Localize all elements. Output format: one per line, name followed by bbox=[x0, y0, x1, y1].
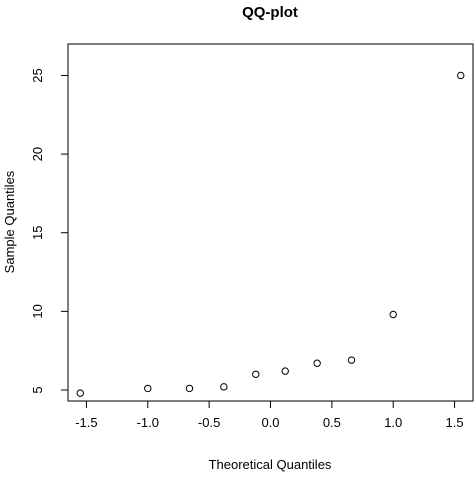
data-point bbox=[347, 356, 356, 364]
data-point bbox=[76, 389, 84, 397]
x-tick-label: -0.5 bbox=[198, 415, 220, 430]
y-tick-label: 15 bbox=[30, 225, 45, 239]
plot-area-frame bbox=[67, 43, 474, 402]
x-tick-label: -1.5 bbox=[75, 415, 97, 430]
data-points bbox=[76, 71, 465, 397]
x-tick-label: 1.0 bbox=[384, 415, 402, 430]
y-axis: 5 10 15 20 25 bbox=[30, 68, 68, 394]
chart-title: QQ-plot bbox=[242, 4, 298, 21]
x-tick-label: 0.5 bbox=[323, 415, 341, 430]
y-tick-label: 10 bbox=[30, 304, 45, 318]
y-axis-label: Sample Quantiles bbox=[2, 170, 17, 273]
data-point bbox=[389, 310, 397, 319]
y-tick-label: 5 bbox=[30, 386, 45, 393]
y-tick-label: 25 bbox=[30, 68, 45, 82]
data-point bbox=[144, 384, 152, 393]
y-tick-label: 20 bbox=[30, 147, 45, 161]
data-point bbox=[457, 71, 465, 80]
data-point bbox=[313, 359, 321, 367]
x-tick-label: -1.0 bbox=[137, 415, 159, 430]
data-point bbox=[220, 383, 228, 391]
x-axis: -1.5 -1.0 -0.5 0.0 0.5 1.0 1.5 bbox=[75, 401, 464, 430]
data-point bbox=[185, 384, 194, 393]
x-tick-label: 1.5 bbox=[446, 415, 464, 430]
x-tick-label: 0.0 bbox=[261, 415, 279, 430]
x-axis-label: Theoretical Quantiles bbox=[209, 457, 332, 472]
data-point bbox=[252, 370, 260, 378]
data-point bbox=[281, 367, 289, 375]
